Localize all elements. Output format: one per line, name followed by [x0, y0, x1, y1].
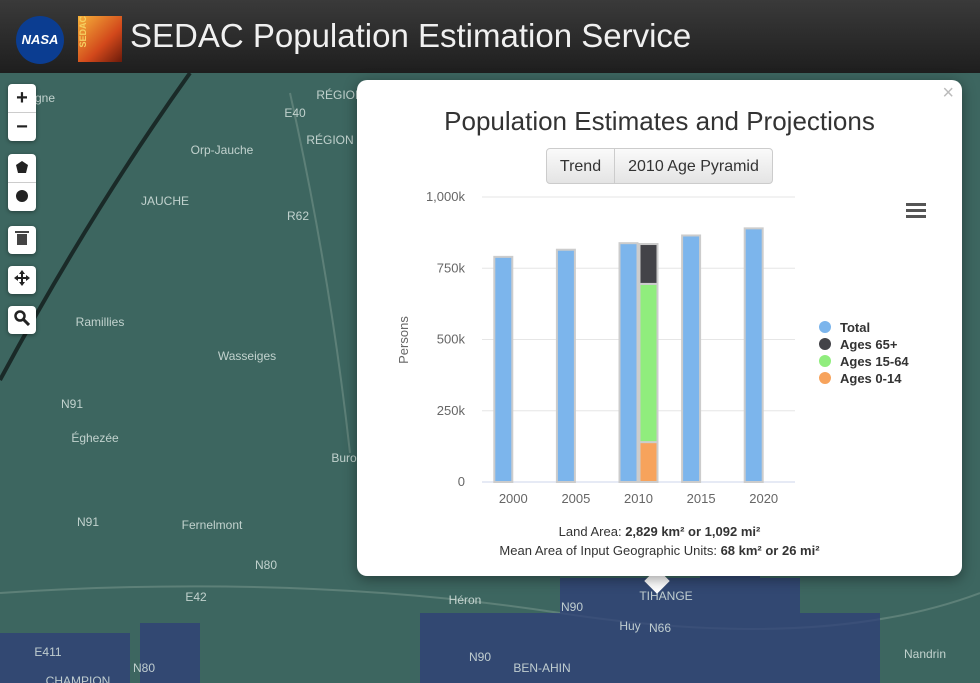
- mean-area: Mean Area of Input Geographic Units: 68 …: [357, 543, 962, 558]
- delete-control: [8, 226, 36, 254]
- map-label: N90: [469, 650, 491, 664]
- zoom-in[interactable]: +: [8, 84, 36, 113]
- map-label: N66: [649, 621, 671, 635]
- legend-label: Ages 15-64: [840, 354, 909, 369]
- map-label: gne: [35, 91, 55, 105]
- zoom-out[interactable]: −: [16, 116, 28, 138]
- boundary: [0, 73, 192, 381]
- x-tick-label: 2010: [624, 491, 653, 506]
- map-label: E411: [34, 645, 61, 659]
- legend-marker: [819, 321, 831, 333]
- stacked-bar: [638, 441, 659, 484]
- land-area-value: 2,829 km² or 1,092 mi²: [625, 524, 761, 539]
- map-label: E40: [284, 106, 306, 120]
- map-label: E42: [185, 590, 207, 604]
- legend-label: Ages 65+: [840, 337, 898, 352]
- y-tick-label: 1,000k: [426, 189, 466, 204]
- land-area-label: Land Area:: [558, 524, 622, 539]
- popup-title: Population Estimates and Projections: [444, 106, 875, 136]
- y-tick-label: 500k: [437, 332, 466, 347]
- map-label: Orp-Jauche: [191, 143, 254, 157]
- draw-polygon[interactable]: [8, 154, 36, 183]
- map-label: TIHANGE: [639, 589, 692, 603]
- circle-icon: [16, 190, 28, 202]
- tab-age-pyramid[interactable]: 2010 Age Pyramid: [614, 148, 773, 184]
- map-label: Buro: [331, 451, 357, 465]
- move-icon: [14, 270, 30, 286]
- legend-marker: [819, 372, 831, 384]
- pan-control: [8, 266, 36, 294]
- y-tick-label: 250k: [437, 403, 466, 418]
- legend-marker: [819, 338, 831, 350]
- draw-circle[interactable]: [8, 183, 36, 211]
- bar: [555, 248, 576, 483]
- trash-icon: [15, 231, 29, 245]
- y-tick-label: 750k: [437, 260, 466, 275]
- x-tick-label: 2015: [687, 491, 716, 506]
- chart: Persons 0 250k 500k 750k 1,000k 2000 2005 2010 2…: [396, 189, 926, 506]
- map-label: N80: [255, 558, 277, 572]
- popup: Persons 0 250k 500k 750k 1,000k 2000 2005 2010 2…: [357, 80, 962, 576]
- header: NASA SEDAC SEDAC Population Estimation S…: [0, 0, 980, 73]
- map-label: R62: [287, 209, 309, 223]
- map-label: Fernelmont: [182, 518, 243, 532]
- legend-label: Ages 0-14: [840, 371, 902, 386]
- map-label: RÉGION: [316, 87, 363, 102]
- search-control: [8, 306, 36, 334]
- bar: [743, 227, 764, 483]
- map-label: N80: [133, 661, 155, 675]
- bar: [681, 234, 702, 483]
- draw-control: [8, 154, 36, 211]
- map-label: Héron: [449, 593, 482, 607]
- bar: [493, 255, 514, 483]
- map-label: N91: [61, 397, 83, 411]
- bar: [618, 242, 639, 483]
- map-label: Huy: [619, 619, 640, 633]
- search[interactable]: [8, 306, 36, 334]
- x-tick-label: 2020: [749, 491, 778, 506]
- legend-label: Total: [840, 320, 870, 335]
- map-label: CHAMPION: [46, 674, 111, 683]
- mean-area-value: 68 km² or 26 mi²: [720, 543, 820, 558]
- zoom-control: + −: [8, 84, 36, 141]
- map-label: BEN-AHIN: [513, 661, 570, 675]
- nasa-logo[interactable]: NASA: [16, 16, 64, 64]
- map-label: Ramillies: [76, 315, 125, 329]
- map-label: Wasseiges: [218, 349, 276, 363]
- map-label: N90: [561, 600, 583, 614]
- search-icon: [14, 310, 31, 327]
- polygon-icon: [16, 161, 28, 173]
- stacked-bar: [638, 282, 659, 444]
- map-label: RÉGION: [306, 132, 353, 147]
- road: [289, 92, 351, 454]
- mean-area-label: Mean Area of Input Geographic Units:: [499, 543, 717, 558]
- stacked-bar: [638, 243, 659, 285]
- sedac-logo-text: SEDAC: [78, 16, 88, 48]
- y-tick-label: 0: [458, 474, 465, 489]
- y-axis-label: Persons: [396, 316, 411, 364]
- population-cells: [0, 573, 880, 683]
- chart-menu[interactable]: [906, 203, 926, 218]
- map-label: JAUCHE: [141, 194, 189, 208]
- pan[interactable]: [8, 266, 36, 294]
- tab-trend[interactable]: Trend: [546, 148, 615, 184]
- legend-marker: [819, 355, 831, 367]
- app-title: SEDAC Population Estimation Service: [130, 17, 692, 54]
- land-area: Land Area: 2,829 km² or 1,092 mi²: [357, 524, 962, 539]
- delete[interactable]: [8, 226, 36, 254]
- map-label: N91: [77, 515, 99, 529]
- x-tick-label: 2000: [499, 491, 528, 506]
- map-label: Nandrin: [904, 647, 946, 661]
- sedac-logo[interactable]: SEDAC: [78, 16, 122, 62]
- close-button[interactable]: ×: [942, 82, 954, 104]
- x-tick-label: 2005: [561, 491, 590, 506]
- map-label: Éghezée: [71, 430, 119, 445]
